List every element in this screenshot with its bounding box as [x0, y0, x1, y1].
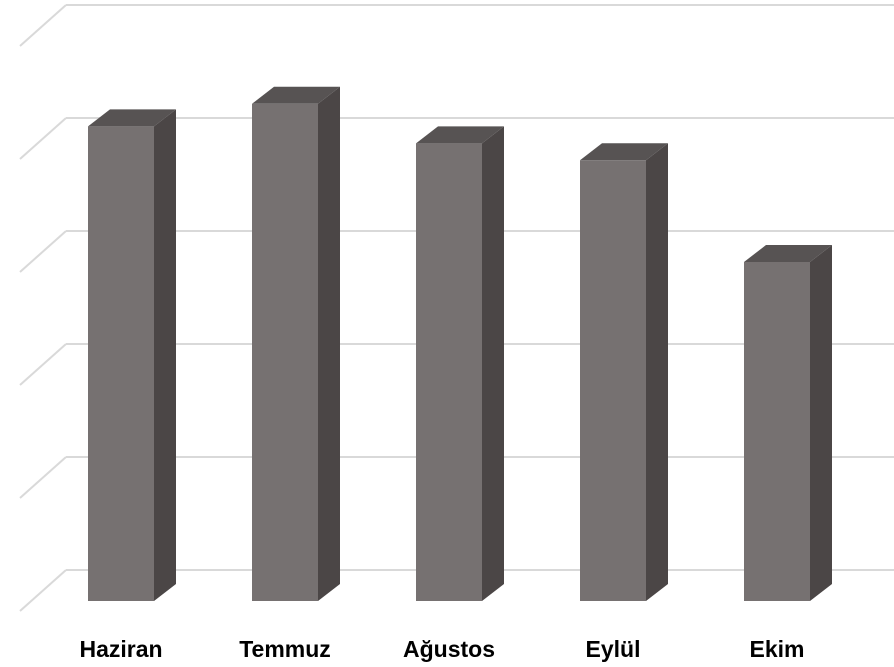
category-label-0: Haziran: [79, 636, 162, 662]
gridline-side-2: [19, 343, 67, 386]
gridline-side-3: [19, 230, 67, 273]
bar-Eylül: [580, 143, 668, 602]
gridline-side-0: [19, 569, 67, 612]
category-label-1: Temmuz: [239, 636, 331, 662]
bar-side-3: [646, 143, 668, 602]
bar-top-1: [252, 86, 340, 104]
bar-top-2: [416, 126, 504, 144]
bar-top-4: [744, 245, 832, 262]
bar-front-3: [580, 160, 646, 602]
bar-side-2: [482, 126, 504, 601]
bar-front-0: [88, 126, 154, 602]
gridline-side-5: [19, 4, 67, 47]
bar-front-1: [252, 103, 318, 602]
bar-top-0: [88, 109, 176, 127]
bar-front-4: [744, 262, 810, 601]
bar-side-0: [154, 109, 176, 602]
bar-side-1: [318, 86, 340, 602]
bar-top-3: [580, 143, 668, 161]
bars-layer: [88, 86, 832, 602]
gridline-side-4: [19, 117, 67, 160]
bar-Haziran: [88, 109, 176, 602]
bar-Temmuz: [252, 86, 340, 602]
category-label-3: Eylül: [586, 636, 641, 662]
category-label-4: Ekim: [750, 636, 805, 662]
gridline-side-1: [19, 456, 67, 499]
bar-Ekim: [744, 245, 832, 601]
bar-Ağustos: [416, 126, 504, 601]
bar-side-4: [810, 245, 832, 601]
category-labels: Haziran Temmuz Ağustos Eylül Ekim: [79, 636, 804, 662]
category-label-2: Ağustos: [403, 636, 495, 662]
bar-front-2: [416, 143, 482, 601]
